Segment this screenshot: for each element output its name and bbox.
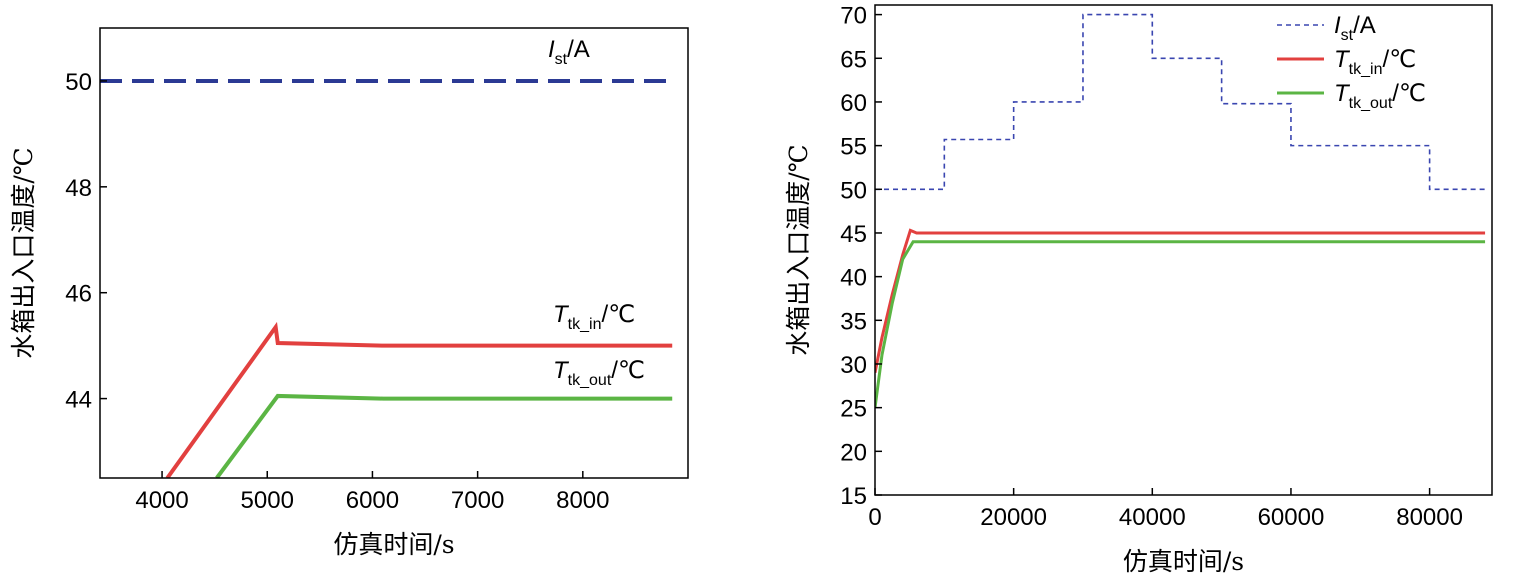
y-tick-label: 25 [840, 396, 867, 423]
y-tick-label: 35 [840, 308, 867, 335]
label-symbol: T [1334, 46, 1351, 73]
series-label: Ist/A [1334, 12, 1376, 44]
label-symbol: I [548, 36, 555, 63]
plot: 4000 5000 6000 7000 8000 44 46 48 50 仿真时间/s 水箱出入口温… [9, 27, 689, 559]
y-tick-label: 30 [840, 352, 867, 379]
x-tick-label: 60000 [1258, 504, 1325, 531]
label-symbol: T [1334, 80, 1351, 107]
label-symbol: T [553, 357, 570, 384]
label-unit: /℃ [1382, 46, 1416, 73]
x-tick-label: 8000 [556, 487, 609, 514]
label-symbol: T [553, 301, 570, 328]
series-line [215, 393, 673, 478]
series-label: Ttk_in/℃ [553, 301, 635, 333]
x-tick-label: 40000 [1119, 504, 1186, 531]
label-symbol: I [1334, 12, 1341, 39]
y-tick-label: 60 [840, 90, 867, 117]
y-tick-label: 20 [840, 439, 867, 466]
y-tick-label: 50 [840, 177, 867, 204]
label-unit: /A [567, 36, 590, 63]
label-subscript: tk_out [568, 372, 612, 389]
label-subscript: tk_in [568, 316, 602, 333]
y-tick-label: 70 [840, 3, 867, 30]
x-tick-label: 0 [868, 504, 881, 531]
y-tick-label: 15 [840, 483, 867, 510]
series-line [165, 321, 673, 478]
x-tick-label: 6000 [346, 487, 399, 514]
x-tick-label: 4000 [135, 487, 188, 514]
y-tick-label: 48 [65, 175, 92, 202]
y-tick-label: 50 [65, 69, 92, 96]
y-axis-label: 水箱出入口温度/℃ [784, 144, 813, 355]
y-tick-label: 40 [840, 265, 867, 292]
label-subscript: tk_in [1349, 61, 1383, 78]
y-tick-label: 46 [65, 281, 92, 308]
y-tick-label: 45 [840, 221, 867, 248]
label-subscript: st [1341, 27, 1354, 44]
y-tick-label: 65 [840, 46, 867, 73]
plot-frame [99, 27, 689, 479]
series-line [875, 13, 1486, 191]
y-tick-label: 55 [840, 134, 867, 161]
y-tick-label: 44 [65, 387, 92, 414]
series-label: Ttk_out/℃ [553, 357, 645, 389]
y-axis-label: 水箱出入口温度/℃ [9, 147, 38, 358]
plot-frame [874, 4, 1493, 496]
series-line [875, 228, 1486, 374]
label-subscript: tk_out [1349, 95, 1393, 112]
label-unit: /℃ [601, 301, 635, 328]
x-tick-label: 80000 [1396, 504, 1463, 531]
series-line [875, 240, 1486, 408]
plot: 0 20000 40000 60000 80000 15 20 25 30 35 40 45 50 55 6… [784, 3, 1493, 576]
label-unit: /℃ [1392, 80, 1426, 107]
x-tick-label: 7000 [451, 487, 504, 514]
label-unit: /A [1353, 12, 1376, 39]
x-tick-label: 5000 [241, 487, 294, 514]
label-unit: /℃ [611, 357, 645, 384]
x-axis-label: 仿真时间/s [1123, 547, 1244, 576]
x-axis-label: 仿真时间/s [333, 530, 454, 559]
label-subscript: st [555, 51, 568, 68]
series-label: Ttk_out/℃ [1334, 80, 1426, 112]
series-label: Ist/A [548, 36, 590, 68]
series-label: Ttk_in/℃ [1334, 46, 1416, 78]
x-tick-label: 20000 [980, 504, 1047, 531]
